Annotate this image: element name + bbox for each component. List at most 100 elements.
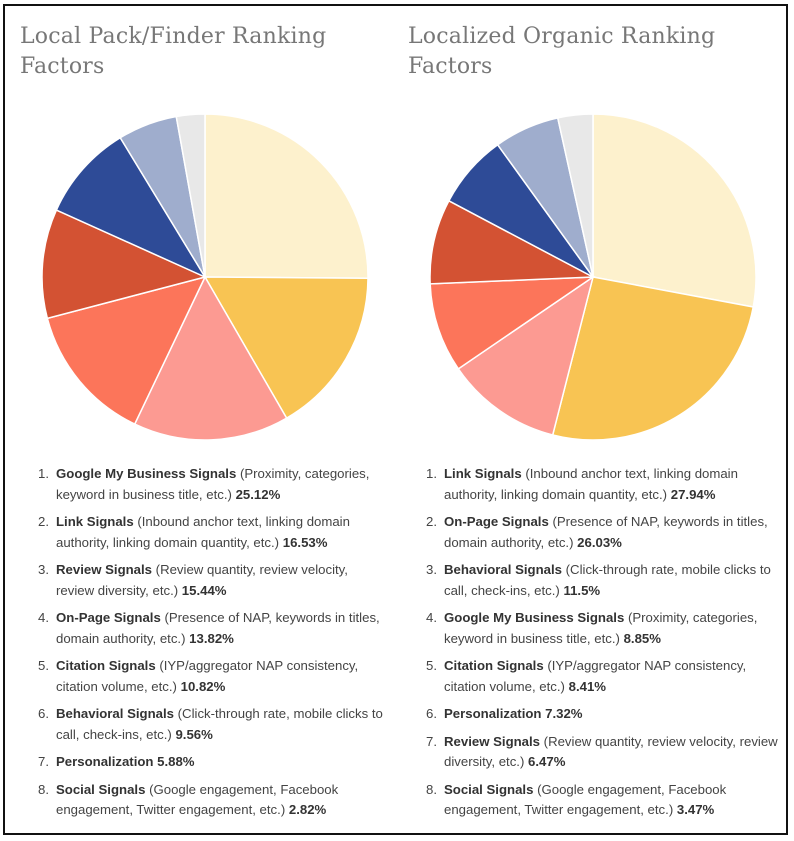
- factor-name: Link Signals: [444, 466, 522, 481]
- factor-name: Social Signals: [444, 781, 534, 797]
- factor-rank: 5.: [38, 658, 49, 673]
- factor-rank: 6.: [38, 706, 49, 721]
- factor-item: 6. Behavioral Signals (Click-through rate…: [38, 704, 388, 745]
- factor-percent: 3.47%: [676, 802, 715, 817]
- factor-percent: 9.56%: [175, 726, 213, 742]
- factor-percent: 11.5%: [563, 582, 601, 598]
- factor-detail: (Inbound anchor text, linking domain aut…: [56, 514, 350, 550]
- factor-item: 6. Personalization 7.32%: [426, 704, 778, 725]
- pie-slice: [204, 113, 369, 280]
- factor-item: 2. On-Page Signals (Presence of NAP, keyw…: [426, 512, 778, 553]
- factor-percent: 8.41%: [568, 678, 607, 694]
- pie-slice: [46, 275, 207, 426]
- factor-percent: 10.82%: [180, 678, 226, 694]
- pie-slice: [556, 113, 594, 278]
- factor-rank: 5.: [426, 658, 437, 673]
- factor-rank: 1.: [426, 466, 437, 481]
- factor-percent: 8.85%: [623, 630, 661, 646]
- pie-slice: [592, 113, 757, 308]
- factor-percent: 26.03%: [577, 534, 622, 550]
- chart-title: Localized Organic Ranking Factors: [408, 24, 716, 79]
- factor-name: Citation Signals: [444, 658, 544, 673]
- pie-slice: [55, 136, 207, 279]
- factor-rank: 2.: [426, 514, 437, 529]
- pie-slice: [203, 276, 369, 420]
- factor-name: Review Signals: [444, 733, 541, 749]
- factor-item: 7. Personalization 5.88%: [38, 752, 388, 773]
- factor-detail: (Google engagement, Facebook engagement,…: [56, 781, 339, 818]
- factor-name: Personalization: [444, 706, 542, 721]
- factor-rank: 7.: [38, 754, 49, 769]
- factor-detail: (IYP/aggregator NAP consistency, citatio…: [56, 658, 359, 694]
- factor-detail: (Presence of NAP, keywords in titles, do…: [444, 514, 768, 550]
- factor-item: 5. Citation Signals (IYP/aggregator NAP c…: [426, 656, 778, 697]
- factor-rank: 2.: [38, 514, 49, 529]
- factor-name: On-Page Signals: [444, 514, 549, 529]
- factor-name: Google My Business Signals: [444, 610, 625, 625]
- factor-percent: 2.82%: [288, 802, 327, 817]
- factor-item: 4. On-Page Signals (Presence of NAP, keyw…: [38, 608, 388, 649]
- factor-detail: (Click-through rate, mobile clicks to ca…: [444, 562, 771, 598]
- factor-detail: (IYP/aggregator NAP consistency, citatio…: [444, 658, 747, 694]
- factor-percent: 16.53%: [282, 534, 328, 550]
- factor-item: 8. Social Signals (Google engagement, Fac…: [426, 780, 778, 821]
- factor-detail: (Google engagement, Facebook engagement,…: [444, 781, 727, 818]
- factor-detail: (Click-through rate, mobile clicks to ca…: [56, 706, 383, 742]
- pie-slice: [551, 276, 755, 441]
- pie-slice: [175, 113, 206, 278]
- factor-name: Behavioral Signals: [56, 706, 174, 721]
- pie-chart: [41, 113, 369, 441]
- factor-percent: 7.32%: [545, 706, 583, 721]
- pie-slice: [133, 275, 288, 441]
- factor-rank: 3.: [426, 562, 437, 577]
- factor-rank: 1.: [38, 466, 49, 481]
- factor-item: 3. Behavioral Signals (Click-through rate…: [426, 560, 778, 601]
- factor-name: Social Signals: [56, 781, 146, 797]
- factor-detail: (Inbound anchor text, linking domain aut…: [444, 466, 738, 502]
- factor-name: Link Signals: [56, 514, 134, 529]
- pie-slice: [41, 209, 208, 320]
- factor-rank: 4.: [426, 610, 437, 625]
- figure-frame: Local Pack/Finder Ranking Factors 1. Goog…: [3, 4, 788, 835]
- factor-detail: (Proximity, categories, keyword in busin…: [444, 610, 758, 646]
- factor-list: 1. Google My Business Signals (Proximity,…: [38, 464, 388, 828]
- pie-slice: [429, 276, 596, 370]
- factor-rank: 7.: [426, 733, 437, 749]
- pie-chart: [429, 113, 757, 441]
- local-pack-panel: Local Pack/Finder Ranking Factors 1. Goog…: [20, 6, 390, 833]
- factor-detail: (Proximity, categories, keyword in busin…: [56, 466, 370, 502]
- pie-slice: [429, 199, 596, 285]
- factor-item: 2. Link Signals (Inbound anchor text, lin…: [38, 512, 388, 553]
- pie-slice: [457, 275, 595, 436]
- factor-detail: (Review quantity, review velocity, revie…: [444, 733, 778, 770]
- factor-rank: 8.: [38, 781, 49, 797]
- factor-detail: (Review quantity, review velocity, revie…: [56, 562, 348, 598]
- factor-rank: 4.: [38, 610, 49, 625]
- factor-percent: 27.94%: [670, 486, 716, 502]
- factor-percent: 15.44%: [181, 582, 227, 598]
- factor-item: 1. Link Signals (Inbound anchor text, lin…: [426, 464, 778, 505]
- factor-percent: 25.12%: [235, 486, 281, 502]
- factor-name: On-Page Signals: [56, 610, 161, 625]
- factor-item: 5. Citation Signals (IYP/aggregator NAP c…: [38, 656, 388, 697]
- factor-rank: 6.: [426, 706, 437, 721]
- factor-percent: 5.88%: [157, 754, 195, 769]
- factor-name: Personalization: [56, 754, 154, 769]
- factor-item: 3. Review Signals (Review quantity, revie…: [38, 560, 388, 601]
- factor-name: Behavioral Signals: [444, 562, 562, 577]
- factor-name: Review Signals: [56, 562, 153, 577]
- factor-item: 8. Social Signals (Google engagement, Fac…: [38, 780, 388, 821]
- factor-item: 1. Google My Business Signals (Proximity,…: [38, 464, 388, 505]
- factor-percent: 13.82%: [189, 630, 234, 646]
- factor-rank: 8.: [426, 781, 437, 797]
- chart-title: Local Pack/Finder Ranking Factors: [20, 24, 327, 79]
- factor-rank: 3.: [38, 562, 49, 577]
- factor-item: 7. Review Signals (Review quantity, revie…: [426, 732, 778, 773]
- localized-organic-panel: Localized Organic Ranking Factors 1. Link…: [408, 6, 783, 833]
- factor-name: Citation Signals: [56, 658, 156, 673]
- factor-name: Google My Business Signals: [56, 466, 237, 481]
- factor-percent: 6.47%: [528, 754, 566, 769]
- factor-detail: (Presence of NAP, keywords in titles, do…: [56, 610, 380, 646]
- factor-item: 4. Google My Business Signals (Proximity,…: [426, 608, 778, 649]
- factor-list: 1. Link Signals (Inbound anchor text, lin…: [426, 464, 778, 828]
